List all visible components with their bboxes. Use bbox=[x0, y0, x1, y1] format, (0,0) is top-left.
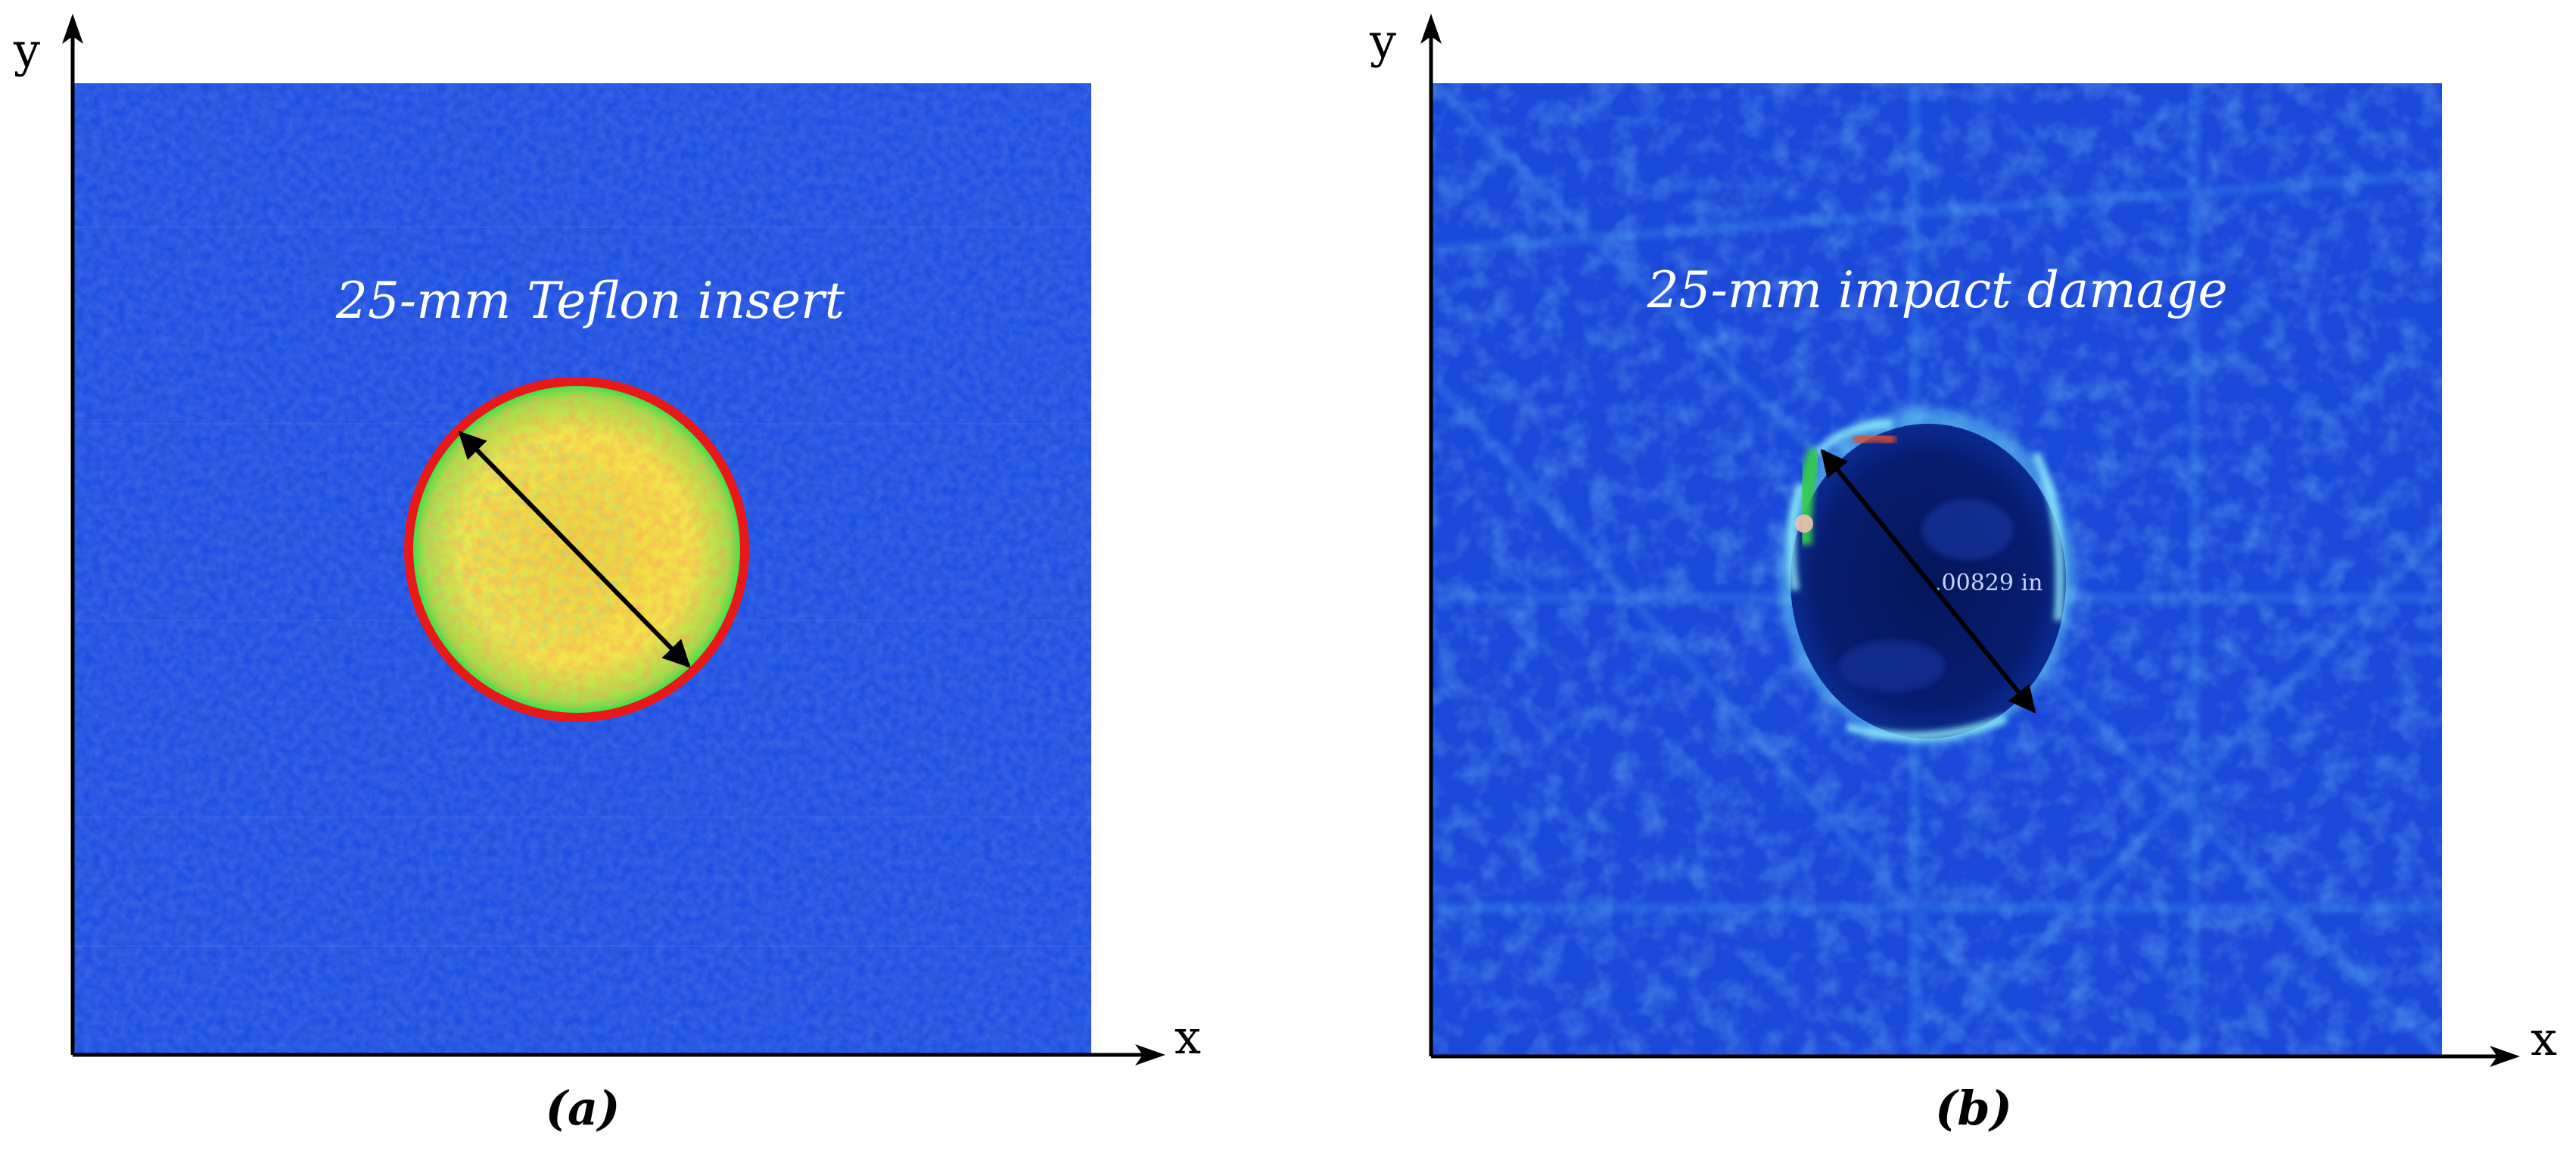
panel-b-damage-inner-texture bbox=[1922, 499, 2013, 560]
panel-a-y-axis-arrow-icon bbox=[62, 14, 83, 44]
panel-a-y-label: y bbox=[13, 23, 40, 78]
panel-b-damage-hotspot-red bbox=[1852, 430, 1899, 447]
panel-b-x-label: x bbox=[2531, 1011, 2557, 1066]
panel-b: .00829 in 25-mm impact damage y x (b) bbox=[1369, 14, 2557, 1136]
panel-b-damage-inner-texture-2 bbox=[1839, 640, 1945, 692]
panel-b-caption: (b) bbox=[1935, 1081, 2012, 1136]
panel-b-damage-hotspot bbox=[1795, 447, 1825, 546]
panel-a-caption: (a) bbox=[546, 1081, 621, 1136]
panel-a-label: 25-mm Teflon insert bbox=[335, 272, 845, 330]
panel-b-y-axis-arrow-icon bbox=[1420, 14, 1442, 44]
panel-b-y-label: y bbox=[1369, 14, 1396, 69]
panel-b-label: 25-mm impact damage bbox=[1646, 261, 2227, 319]
panel-a-axes: y x bbox=[13, 14, 1201, 1065]
panel-b-damage-hotspot-dot bbox=[1795, 515, 1813, 533]
panel-a-diameter-arrow bbox=[458, 431, 691, 668]
panel-a-x-axis-arrow-icon bbox=[1135, 1044, 1165, 1065]
panel-a-x-label: x bbox=[1174, 1009, 1201, 1065]
panel-b-axes: y x bbox=[1369, 14, 2557, 1067]
panel-b-damage-edge-highlight bbox=[1787, 419, 2064, 741]
panel-a-defect-green-speckle bbox=[424, 439, 636, 651]
panel-a-defect-outline bbox=[404, 377, 749, 722]
panel-b-diameter-arrow bbox=[1820, 449, 2036, 714]
panel-b-x-axis-arrow-icon bbox=[2490, 1046, 2520, 1067]
panel-a: 25-mm Teflon insert y x (a) bbox=[13, 14, 1201, 1136]
panel-b-measurement: .00829 in bbox=[1934, 570, 2042, 596]
